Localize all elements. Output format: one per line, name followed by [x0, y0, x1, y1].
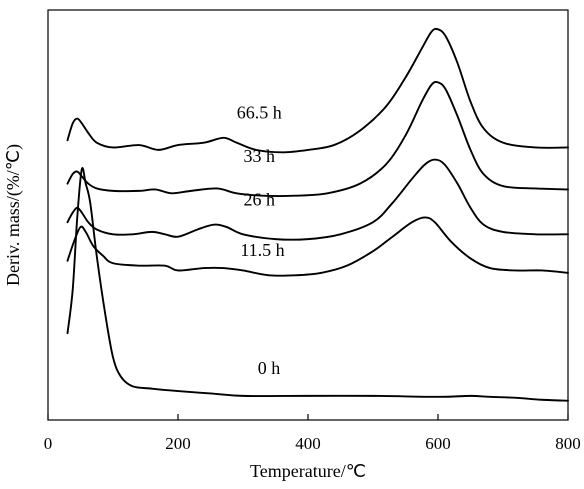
x-tick-label: 400 — [295, 434, 321, 453]
series-label: 0 h — [258, 358, 281, 378]
series-label: 11.5 h — [240, 240, 284, 260]
x-tick-label: 0 — [44, 434, 53, 453]
series-line-0-h — [66, 167, 569, 402]
series-curves — [66, 27, 569, 402]
series-label: 33 h — [244, 146, 276, 166]
series-line-11-5-h — [66, 216, 569, 277]
series-line-33-h — [66, 80, 569, 197]
series-labels: 66.5 h 33 h 26 h 11.5 h 0 h — [237, 103, 285, 379]
x-tick-label: 800 — [555, 434, 581, 453]
series-line-66-5-h — [66, 27, 569, 154]
series-label: 26 h — [244, 189, 276, 209]
series-label: 66.5 h — [237, 103, 282, 123]
plot-frame — [47, 9, 569, 421]
y-axis-title: Deriv. mass/(%/℃) — [3, 144, 24, 286]
x-axis-ticks: 0 200 400 600 800 — [44, 414, 581, 453]
x-tick-label: 600 — [425, 434, 451, 453]
x-axis-title: Temperature/℃ — [250, 461, 366, 481]
series-line-26-h — [66, 158, 569, 241]
x-tick-label: 200 — [165, 434, 191, 453]
